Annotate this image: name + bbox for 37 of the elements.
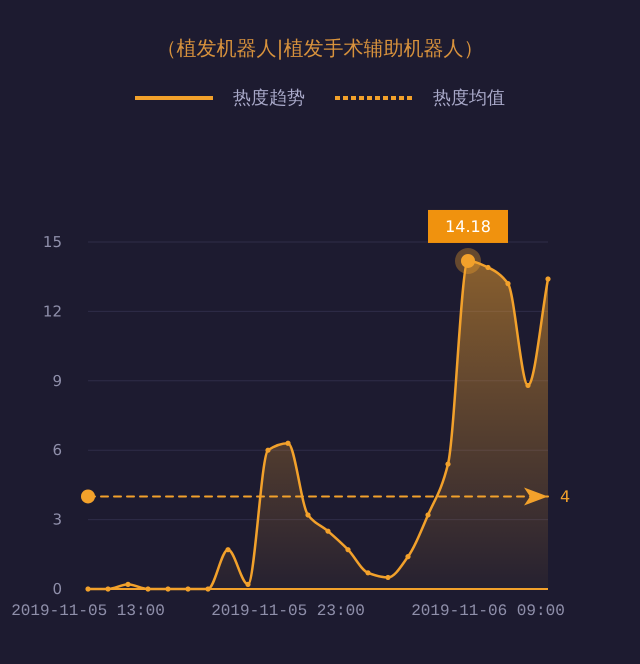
y-tick-label: 15	[42, 233, 62, 251]
point	[525, 382, 531, 388]
point	[165, 586, 171, 592]
y-tick-label: 6	[52, 441, 62, 460]
x-tick-label: 2019-11-06 09:00	[411, 602, 565, 620]
point	[505, 281, 511, 286]
point	[405, 554, 411, 560]
point	[365, 570, 371, 576]
point	[425, 512, 431, 518]
chart-title: （植发机器人|植发手术辅助机器人）	[156, 36, 484, 60]
point	[245, 582, 251, 587]
point	[325, 528, 331, 534]
legend-label: 热度均值	[433, 88, 505, 108]
point	[345, 547, 351, 552]
point	[385, 574, 391, 580]
y-tick-label: 9	[52, 372, 62, 390]
y-tick-label: 0	[52, 580, 62, 598]
legend-label: 热度趋势	[233, 88, 305, 108]
data-label: 14.18	[445, 216, 491, 236]
point	[265, 448, 271, 453]
data-label: 4	[560, 486, 570, 506]
point	[145, 586, 151, 592]
y-tick-label: 3	[52, 510, 62, 529]
point	[445, 461, 451, 467]
point	[125, 582, 131, 587]
point	[225, 547, 231, 552]
point	[485, 264, 491, 270]
point	[105, 586, 111, 592]
point	[185, 586, 191, 592]
point	[85, 586, 91, 592]
y-tick-label: 12	[42, 302, 62, 320]
x-tick-label: 2019-11-05 13:00	[11, 602, 165, 620]
point	[205, 586, 211, 592]
point	[545, 276, 551, 282]
x-tick-label: 2019-11-05 23:00	[211, 602, 365, 620]
point	[285, 440, 291, 446]
point	[305, 512, 311, 518]
